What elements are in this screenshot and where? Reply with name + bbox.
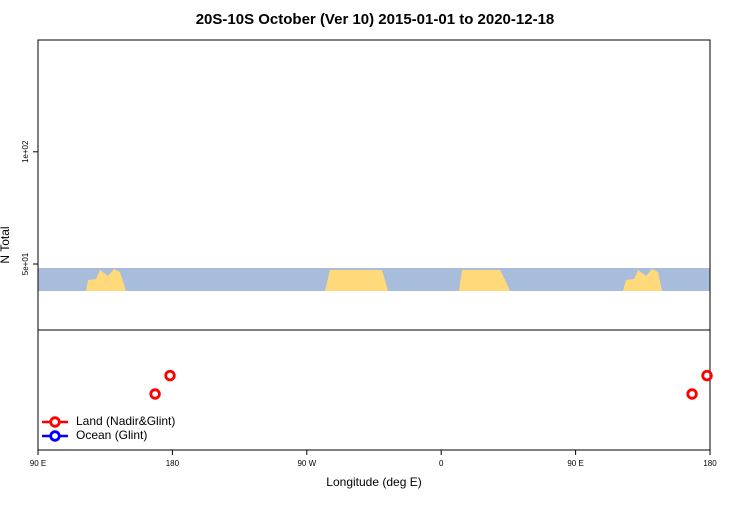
x-tick-label: 90 E [30, 459, 46, 468]
point [701, 369, 713, 382]
land-strip [86, 269, 126, 291]
chart-title: 20S-10S October (Ver 10) 2015-01-01 to 2… [196, 11, 555, 28]
land-strip [459, 270, 510, 291]
legend-marker [49, 416, 61, 428]
legend-label: Ocean (Glint) [76, 428, 147, 442]
legend-marker [49, 430, 61, 442]
point [686, 388, 698, 400]
x-axis-label: Longitude (deg E) [326, 475, 421, 489]
x-tick-label: 180 [703, 459, 717, 468]
y-axis-label: N Total [0, 226, 12, 263]
y-tick-label: 1e+02 [21, 140, 30, 163]
point [164, 369, 176, 382]
point [149, 388, 161, 400]
plot-frame [37, 39, 711, 451]
map-strip [38, 268, 710, 291]
x-tick-label: 90 W [297, 459, 316, 468]
x-tick-label: 180 [166, 459, 180, 468]
land-strip [623, 269, 662, 291]
x-tick-label: 0 [439, 459, 444, 468]
land-strip [325, 270, 388, 291]
legend-label: Land (Nadir&Glint) [76, 414, 175, 428]
y-tick-label: 5e+01 [21, 252, 30, 275]
x-tick-label: 90 E [567, 459, 583, 468]
series [149, 369, 713, 400]
